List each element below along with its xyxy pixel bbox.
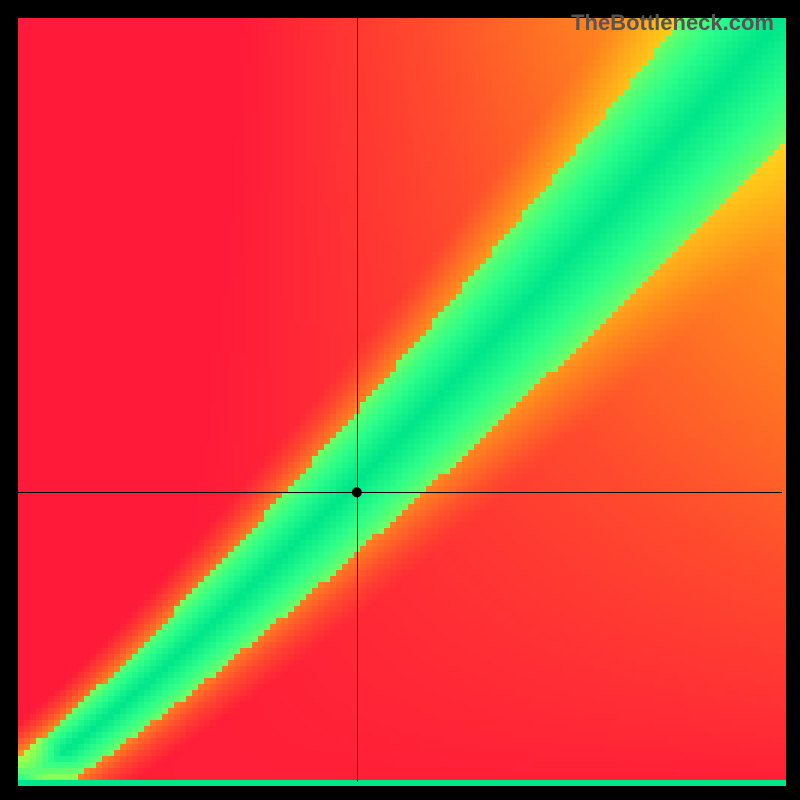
chart-container: TheBottleneck.com — [0, 0, 800, 800]
bottleneck-heatmap — [0, 0, 800, 800]
watermark-text: TheBottleneck.com — [571, 10, 774, 36]
